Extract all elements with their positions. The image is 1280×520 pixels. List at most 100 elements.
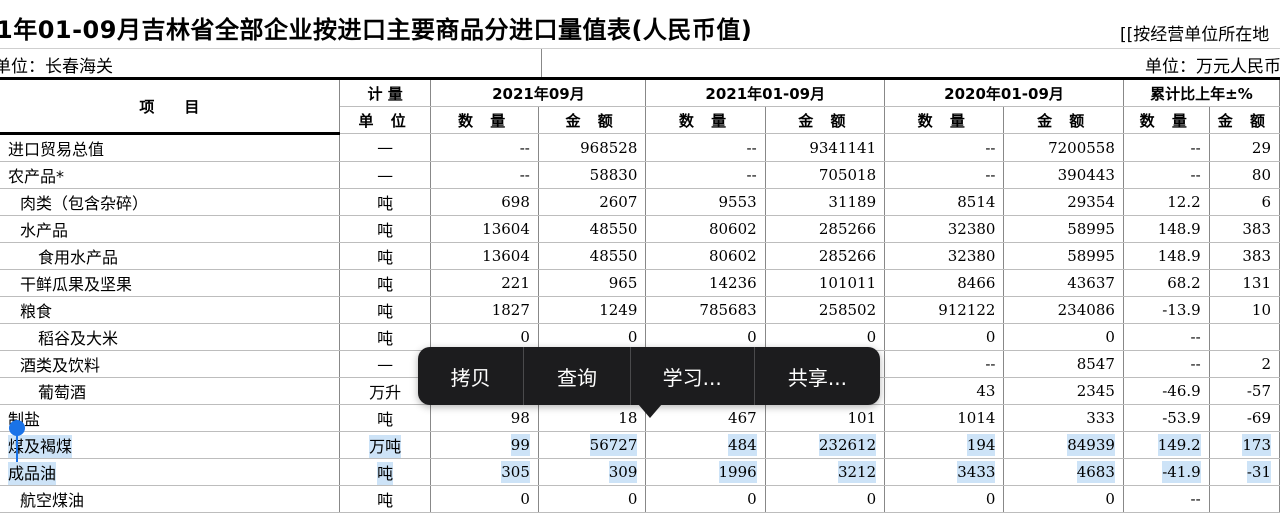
header-amt: 金 额 xyxy=(1209,106,1280,134)
row-value: 484 xyxy=(645,431,766,459)
row-value: 383 xyxy=(1209,242,1280,270)
row-value: 2607 xyxy=(538,188,647,216)
lookup-button[interactable]: 查询 xyxy=(524,347,631,405)
copy-button[interactable]: 拷贝 xyxy=(418,347,525,405)
row-value: 234086 xyxy=(1003,296,1124,324)
row-value: 0 xyxy=(538,485,647,513)
row-unit: 吨 xyxy=(339,404,432,432)
row-unit: — xyxy=(339,161,432,189)
row-name: 酒类及饮料 xyxy=(0,350,340,378)
row-value-text: 0 xyxy=(520,490,530,508)
row-value: -- xyxy=(430,133,539,162)
row-value-text: 698 xyxy=(501,193,530,211)
row-name-text: 干鲜瓜果及坚果 xyxy=(20,275,133,294)
row-value: 80602 xyxy=(645,242,766,270)
row-value: 68.2 xyxy=(1123,269,1210,297)
row-value-text: 0 xyxy=(866,328,877,346)
row-value: 8466 xyxy=(884,269,1005,297)
row-value: 1014 xyxy=(884,404,1005,432)
row-value: 1249 xyxy=(538,296,647,324)
row-unit-text: — xyxy=(377,354,394,374)
row-value-text: 48550 xyxy=(589,220,638,238)
row-unit: 吨 xyxy=(339,242,432,270)
row-value: 467 xyxy=(645,404,766,432)
row-value: 173 xyxy=(1209,431,1280,459)
row-value-text: 101 xyxy=(847,409,877,427)
row-value: 101011 xyxy=(765,269,886,297)
row-value-text: 8514 xyxy=(957,193,996,211)
row-value: 148.9 xyxy=(1123,215,1210,243)
row-value-text: 0 xyxy=(520,328,530,346)
row-value: 785683 xyxy=(645,296,766,324)
row-unit-text: 万升 xyxy=(369,383,402,402)
row-value: 6 xyxy=(1209,188,1280,216)
row-value-text: 1827 xyxy=(491,301,530,319)
row-name-text: 成品油 xyxy=(8,462,57,485)
row-name: 稻谷及大米 xyxy=(0,323,340,351)
row-value-text: -- xyxy=(746,138,757,157)
report-title: 1年01-09月吉林省全部企业按进口主要商品分进口量值表(人民币值) xyxy=(0,16,753,44)
row-unit-text: 吨 xyxy=(377,275,394,294)
row-value-text: -- xyxy=(985,355,996,373)
row-value: 705018 xyxy=(765,161,886,189)
row-value-text: -- xyxy=(985,166,996,184)
row-value: 390443 xyxy=(1003,161,1124,189)
row-value-text: 965 xyxy=(608,274,638,292)
row-value-text: 9341141 xyxy=(809,138,877,157)
row-value-text: 12.2 xyxy=(1167,193,1201,211)
row-value: 698 xyxy=(430,188,539,216)
row-value-text: 13604 xyxy=(482,220,530,238)
row-value-text: 258502 xyxy=(818,301,877,319)
share-button[interactable]: 共享... xyxy=(787,365,847,390)
row-name-text: 进口贸易总值 xyxy=(8,140,105,159)
row-value-text: 0 xyxy=(747,490,757,508)
row-value: 9553 xyxy=(645,188,766,216)
row-value: 912122 xyxy=(884,296,1005,324)
table-row: 进口贸易总值 — -- 968528 -- 9341141 -- 7200558 -- 29 xyxy=(0,133,1280,162)
row-value-text: 131 xyxy=(1242,274,1271,292)
header-period-2021-09: 2021年09月 xyxy=(430,80,647,107)
header-period-2020-01-09: 2020年01-09月 xyxy=(884,80,1124,107)
row-value: 29354 xyxy=(1003,188,1124,216)
table-row: 干鲜瓜果及坚果 吨 221 965 14236 101011 8466 43637 68.2 13… xyxy=(0,269,1280,297)
row-value-text: 4683 xyxy=(1076,461,1115,483)
row-value-text: -31 xyxy=(1246,461,1271,483)
row-value: 3212 xyxy=(765,458,886,486)
row-value: -- xyxy=(1123,323,1210,351)
row-unit: 吨 xyxy=(339,458,432,486)
row-value: 149.2 xyxy=(1123,431,1210,459)
row-unit-text: — xyxy=(377,165,394,185)
row-value: 29 xyxy=(1209,133,1280,162)
row-value: 99 xyxy=(430,431,539,459)
table-row: 制盐 吨 98 18 467 101 1014 333 -53.9 -69 xyxy=(0,404,1280,432)
selection-handle[interactable] xyxy=(9,420,25,436)
row-unit: 吨 xyxy=(339,485,432,513)
header-qty: 数 量 xyxy=(430,106,539,134)
row-unit-text: 吨 xyxy=(377,248,394,267)
row-value-text: -13.9 xyxy=(1162,301,1201,319)
row-value-text: -- xyxy=(1190,355,1201,373)
row-value: 7200558 xyxy=(1003,133,1124,162)
text-selection-menu: 拷贝 查询 学习... 共享... xyxy=(418,347,880,405)
learn-button[interactable]: 学习... xyxy=(631,347,755,405)
header-measure: 计 量 xyxy=(339,80,432,107)
row-value-text: -- xyxy=(1190,138,1201,157)
row-value: 2 xyxy=(1209,350,1280,378)
row-unit: 吨 xyxy=(339,269,432,297)
row-value-text: 48550 xyxy=(589,247,638,265)
row-value: 48550 xyxy=(538,215,647,243)
row-value xyxy=(1209,485,1280,513)
row-value-text: 1014 xyxy=(957,409,996,427)
row-value-text: -- xyxy=(746,166,757,184)
row-value: 0 xyxy=(645,323,766,351)
row-value: 194 xyxy=(884,431,1005,459)
row-value: 58995 xyxy=(1003,215,1124,243)
row-value: -- xyxy=(645,161,766,189)
header-amt: 金 额 xyxy=(538,106,647,134)
row-value-text: 80602 xyxy=(708,247,757,265)
customs-unit-label: 单位：长春海关 xyxy=(0,57,113,77)
row-value-text: 13604 xyxy=(482,247,530,265)
row-value-text: 305 xyxy=(501,461,530,483)
row-name-text: 酒类及饮料 xyxy=(20,356,101,375)
row-value: 13604 xyxy=(430,215,539,243)
